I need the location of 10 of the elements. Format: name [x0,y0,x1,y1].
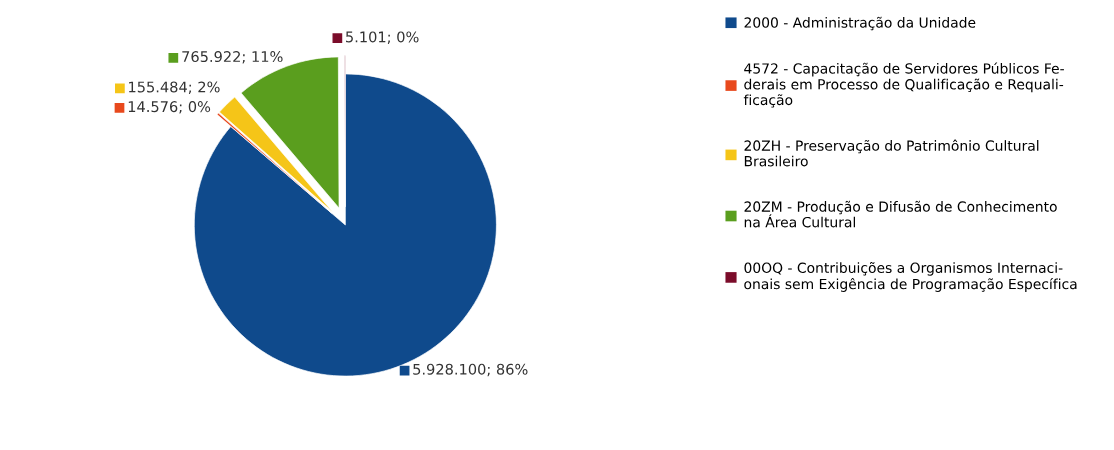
legend-label: 00OQ - Contribuições a Organismos Internaci- onais sem Exigência de Programação Específica [744,262,1077,292]
data-label: 5.928.100; 86% [413,363,528,377]
data-label: 14.576; 0% [128,101,211,114]
data-label: 5.101; 0% [346,31,419,44]
legend-label: 20ZM - Produção e Difusão de Conhecimento na Área Cultural [744,200,1057,228]
legend-label: 4572 - Capacitação de Servidores Públicos Fe- derais em Processo de Qualificação e Requali- ficação [743,62,1064,108]
data-label: 155.484; 2% [129,81,220,94]
data-label: 765.922; 11% [182,51,283,64]
legend-label: 2000 - Administração da Unidade [744,16,976,31]
legend-label: 20ZH - Preservação do Patrimônio Cultural Brasileiro [744,139,1039,167]
